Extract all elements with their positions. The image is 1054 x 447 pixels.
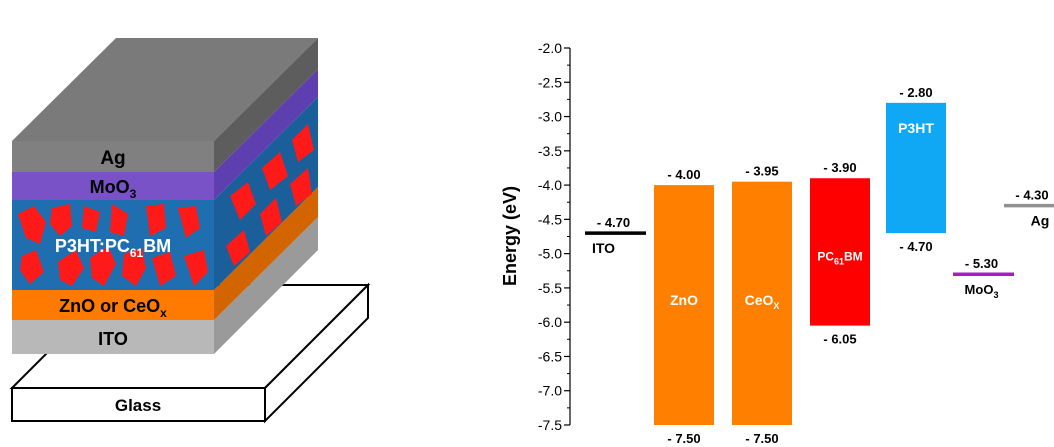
y-tick-label: -6.5 (538, 348, 562, 364)
y-tick-label: -2.5 (538, 74, 562, 90)
band-label-pc61bm-main: PC (817, 249, 834, 263)
active-layer (12, 97, 318, 290)
level-name: ITO (592, 240, 615, 256)
y-tick-label: -7.0 (538, 383, 562, 399)
y-tick-label: -5.0 (538, 246, 562, 262)
band-top-value: - 3.90 (823, 160, 856, 175)
ito-label: ITO (98, 329, 128, 349)
band-bottom-value: - 7.50 (745, 431, 778, 446)
etl-label-sub: x (160, 306, 167, 320)
band-label-ceox: CeOX (745, 292, 780, 311)
etl-label-main: ZnO or CeO (59, 296, 160, 316)
moo3-layer (12, 69, 318, 200)
level-value: - 4.30 (1015, 188, 1048, 203)
active-label-sub: 61 (130, 246, 144, 260)
etl-label: ZnO or CeOx (59, 296, 167, 320)
level-value: - 4.70 (597, 215, 630, 230)
pcbm-domains (18, 124, 314, 286)
band-p3ht (886, 102, 946, 234)
level-name-sub: 3 (993, 290, 998, 300)
active-label-main: P3HT:PC (55, 236, 130, 256)
band-pc61bm (810, 178, 870, 326)
level-name-main: MoO (965, 282, 994, 297)
y-tick-label: -3.5 (538, 143, 562, 159)
band-bottom-value: - 7.50 (667, 431, 700, 446)
moo3-label-sub: 3 (130, 187, 137, 201)
energy-marks: - 4.00 - 7.50 ZnO - 3.95 - 7.50 CeOX - 3.90 - 6… (585, 85, 1054, 446)
ito-layer (12, 217, 318, 354)
band-label-ceox-main: CeO (745, 292, 774, 308)
band-label-p3ht: P3HT (898, 120, 934, 136)
glass-label: Glass (115, 396, 161, 415)
active-label-post: BM (143, 236, 171, 256)
y-axis-label: Energy (eV) (500, 186, 520, 286)
band-top-value: - 2.80 (899, 85, 932, 100)
y-tick-label: -6.0 (538, 314, 562, 330)
band-bottom-value: - 4.70 (899, 239, 932, 254)
etl-layer (12, 187, 318, 320)
band-label-zno-main: ZnO (670, 292, 698, 308)
y-tick-label: -3.0 (538, 109, 562, 125)
ag-label: Ag (100, 148, 125, 169)
ag-layer (12, 38, 318, 172)
y-tick-label: -7.5 (538, 417, 562, 433)
y-tick-labels: -2.0 -2.5 -3.0 -3.5 -4.0 -4.5 -5.0 -5.5 -6.0 -6.5… (538, 40, 562, 433)
band-label-zno: ZnO (670, 292, 698, 308)
moo3-label: MoO3 (90, 177, 137, 201)
band-ceox (732, 181, 792, 425)
band-label-p3ht-main: P3HT (898, 120, 934, 136)
y-tick-label: -4.5 (538, 211, 562, 227)
level-name: MoO3 (965, 282, 999, 300)
band-top-value: - 4.00 (667, 167, 700, 182)
active-layer-label: P3HT:PC61BM (55, 236, 171, 260)
y-axis (564, 47, 571, 426)
level-name: Ag (1031, 213, 1050, 229)
band-label-pc61bm-post: BM (844, 249, 863, 263)
moo3-label-main: MoO (90, 177, 130, 197)
band-label-ceox-sub: X (773, 301, 779, 311)
band-bottom-value: - 6.05 (823, 332, 856, 347)
y-tick-label: -5.5 (538, 280, 562, 296)
band-label-pc61bm-sub: 61 (834, 256, 844, 266)
band-label-pc61bm: PC61BM (817, 249, 862, 266)
device-stack-diagram: Ag MoO3 P3HT:PC61BM ZnO or CeOx ITO Glas… (9, 38, 371, 424)
level-value: - 5.30 (965, 256, 998, 271)
y-tick-label: -4.0 (538, 177, 562, 193)
y-tick-label: -2.0 (538, 40, 562, 56)
band-zno (654, 185, 714, 425)
band-top-value: - 3.95 (745, 164, 778, 179)
